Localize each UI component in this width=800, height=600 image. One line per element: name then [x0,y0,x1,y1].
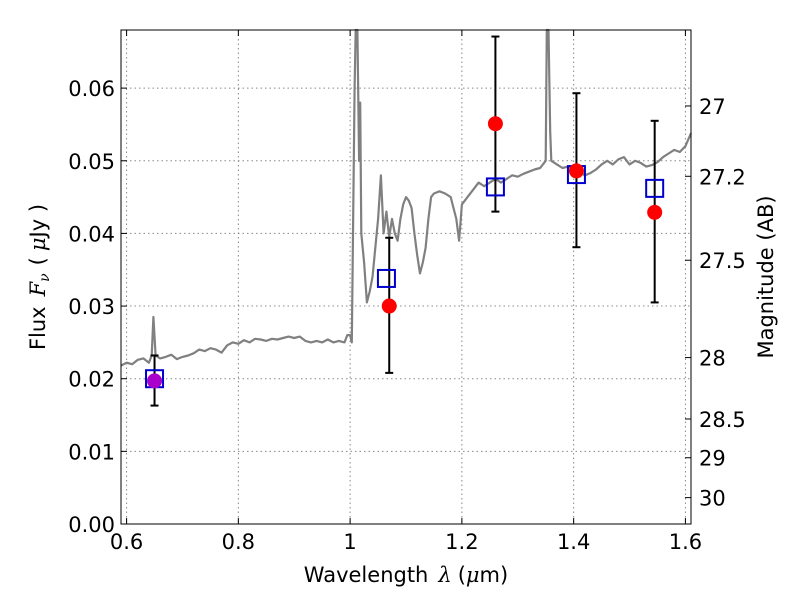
mag-tick-label: 30 [699,487,726,511]
observed-point [381,298,397,314]
observed-point [147,373,163,389]
mag-tick-label: 27.2 [699,165,746,189]
x-tick-label: 1.6 [669,530,702,554]
plot-frame [120,29,692,525]
tick-labels: 0.6 0.8 1 1.2 1.4 1.6 0.00 0.01 0.02 0.03 0.04 0.05… [68,77,746,554]
x-axis-unit-rest: m) [480,563,509,587]
mag-tick-label: 27 [699,95,726,119]
y-axis-right-title: Magnitude (AB) [754,195,778,358]
mag-tick-label: 27.5 [699,249,746,273]
x-tick-label: 1 [343,530,356,554]
y-tick-label: 0.00 [68,513,115,537]
x-tick-label: 0.8 [222,530,255,554]
y-axis-left-unit-mu: μ [26,237,50,251]
observed-point [647,204,663,220]
model-spectrum [120,28,693,367]
y-axis-left-unit-open: ( [26,257,50,265]
x-axis-unit-open: ( [458,563,466,587]
x-tick-label: 0.6 [110,530,143,554]
error-bars [150,35,659,407]
x-tick-label: 1.4 [557,530,590,554]
observed-point [487,116,503,132]
grid-lines [121,30,691,524]
observed-point [568,163,584,179]
y-tick-label: 0.05 [68,150,115,174]
model-point [376,268,396,288]
model-photometry [145,165,665,389]
y-tick-label: 0.04 [68,222,115,246]
x-axis-title: Wavelength λ (μm) [304,563,508,587]
y-axis-left-nu: ν [37,273,53,282]
spectrum-line [120,28,693,367]
y-tick-label: 0.03 [68,295,115,319]
y-axis-left-title: Flux Fν ( μJy ) [26,204,53,350]
model-point [645,178,665,198]
axis-ticks [121,30,691,525]
y-tick-label: 0.02 [68,368,115,392]
mag-tick-label: 28.5 [699,408,746,432]
x-tick-label: 1.2 [445,530,478,554]
x-axis-lambda: λ [437,563,451,587]
x-axis-title-text: Wavelength [304,563,429,587]
x-axis-unit-mu: μ [466,563,480,587]
observed-photometry [147,116,663,389]
y-tick-label: 0.06 [68,77,115,101]
y-axis-left-F: F [26,280,50,297]
y-tick-label: 0.01 [68,440,115,464]
y-axis-left-unit-rest: Jy ) [26,204,50,240]
mag-tick-label: 28 [699,347,726,371]
model-point [485,177,505,197]
y-axis-left-title-text: Flux [26,306,50,350]
mag-tick-label: 29 [699,447,726,471]
